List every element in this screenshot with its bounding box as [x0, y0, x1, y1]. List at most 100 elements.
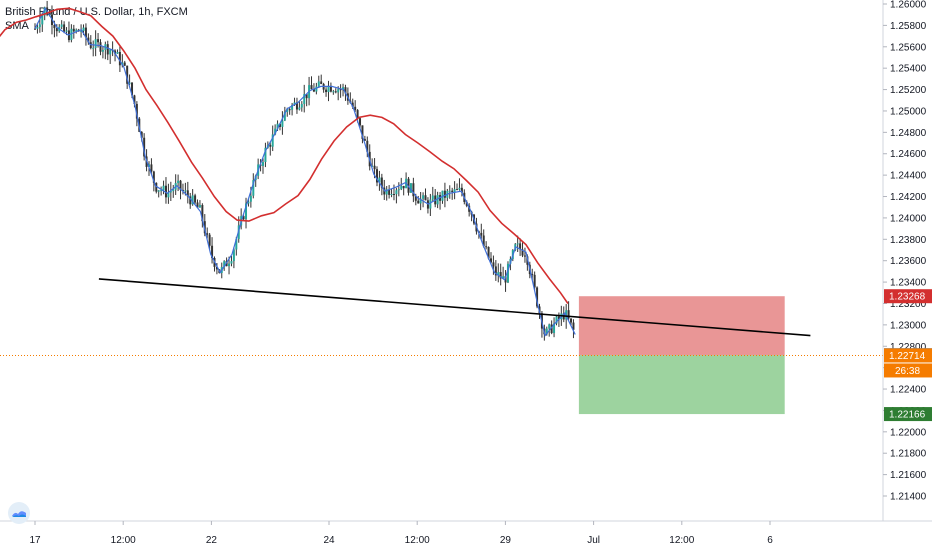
candle-body — [378, 177, 381, 183]
candle-body — [75, 29, 78, 32]
candle-body — [363, 138, 366, 141]
price-tag: 1.23268 — [884, 289, 932, 304]
candle-body — [189, 196, 192, 205]
candle-body — [198, 205, 201, 208]
price-tick-label: 1.21800 — [890, 449, 927, 460]
trendline — [98, 278, 811, 337]
candle-body — [286, 109, 289, 113]
countdown-tag: 26:38 — [884, 363, 932, 378]
candle-body — [317, 81, 320, 87]
candle-body — [533, 274, 536, 288]
candle-body — [545, 328, 548, 335]
candle-body — [375, 169, 378, 183]
candle-body — [356, 110, 359, 119]
candle-body — [184, 190, 187, 192]
candle-body — [84, 27, 87, 38]
candle-body — [283, 112, 286, 121]
price-tick-label: 1.23600 — [890, 256, 927, 267]
price-tick-label: 1.24200 — [890, 192, 927, 203]
candle-body — [291, 105, 294, 110]
candle-body — [310, 85, 313, 90]
candle-body — [300, 104, 303, 108]
position-zones — [578, 296, 785, 415]
candle-body — [429, 199, 432, 209]
symbol-title: British Pound / U.S. Dollar, 1h, FXCM — [5, 6, 188, 18]
candle-body — [422, 195, 425, 199]
countdown-label: 26:38 — [895, 366, 920, 377]
candle-body — [191, 195, 194, 205]
candle-body — [334, 91, 337, 93]
candle-body — [252, 180, 255, 196]
price-tag-bg — [884, 407, 932, 422]
tradingview-logo-icon[interactable] — [8, 502, 30, 524]
candle-body — [417, 200, 420, 204]
candle-body — [235, 239, 238, 250]
candle-body — [215, 266, 218, 270]
candle-body — [390, 193, 393, 195]
price-tick-label: 1.23200 — [890, 299, 927, 310]
candle-body — [152, 171, 155, 183]
candle-body — [482, 235, 485, 247]
candle-body — [366, 140, 369, 152]
candle-body — [497, 272, 500, 276]
price-tick-label: 1.23800 — [890, 235, 927, 246]
candle-body — [480, 232, 483, 236]
candle-body — [201, 205, 204, 222]
candle-body — [388, 189, 391, 195]
candle-body — [332, 91, 335, 93]
candle-body — [128, 82, 131, 84]
candle-body — [223, 261, 226, 267]
candle-body — [570, 318, 573, 323]
candle-body — [312, 89, 315, 92]
candle-body — [140, 131, 143, 138]
price-tick-label: 1.26000 — [890, 0, 927, 11]
time-tick-label: Jul — [587, 535, 600, 546]
price-tick-label: 1.24600 — [890, 149, 927, 160]
sma-slow-line — [0, 7, 569, 304]
candle-body — [424, 195, 427, 201]
candle-body — [327, 85, 330, 93]
candle-body — [131, 82, 134, 96]
candle-body — [245, 203, 248, 220]
candle-body — [242, 216, 245, 220]
candle-body — [339, 89, 342, 91]
candle-body — [211, 245, 214, 258]
candle-body — [337, 89, 340, 93]
candle-body — [351, 102, 354, 107]
candle-body — [392, 193, 395, 195]
candle-body — [271, 134, 274, 147]
countdown-bg — [884, 363, 932, 378]
candle-body — [179, 180, 182, 190]
price-tick-label: 1.25200 — [890, 85, 927, 96]
candle-body — [485, 246, 488, 248]
candle-body — [359, 118, 362, 126]
candle-body — [451, 190, 454, 193]
price-tick-label: 1.22400 — [890, 385, 927, 396]
price-tag-label: 1.23268 — [889, 292, 926, 303]
candle-body — [101, 50, 104, 52]
candle-body — [361, 125, 364, 139]
candle-body — [409, 183, 412, 193]
candle-body — [395, 190, 398, 195]
candle-body — [516, 243, 519, 245]
candle-body — [460, 187, 463, 193]
candle-body — [118, 51, 121, 66]
candle-body — [494, 266, 497, 276]
candle-body — [162, 185, 165, 191]
candle-body — [458, 187, 461, 190]
price-tag-bg — [884, 289, 932, 304]
candle-body — [492, 262, 495, 267]
candle-body — [269, 145, 272, 147]
candle-body — [228, 263, 231, 267]
price-axis: 1.26000 1.25800 1.25600 1.25400 1.25200 1.250… — [882, 0, 927, 521]
indicator-lines — [0, 7, 811, 337]
candle-body — [157, 190, 160, 192]
price-tick-label: 1.24800 — [890, 128, 927, 139]
candle-body — [419, 198, 422, 204]
candle-body — [315, 86, 318, 92]
price-tick-label: 1.24000 — [890, 213, 927, 224]
time-tick-label: 24 — [323, 535, 335, 546]
price-tag: 1.22714 — [884, 348, 932, 363]
